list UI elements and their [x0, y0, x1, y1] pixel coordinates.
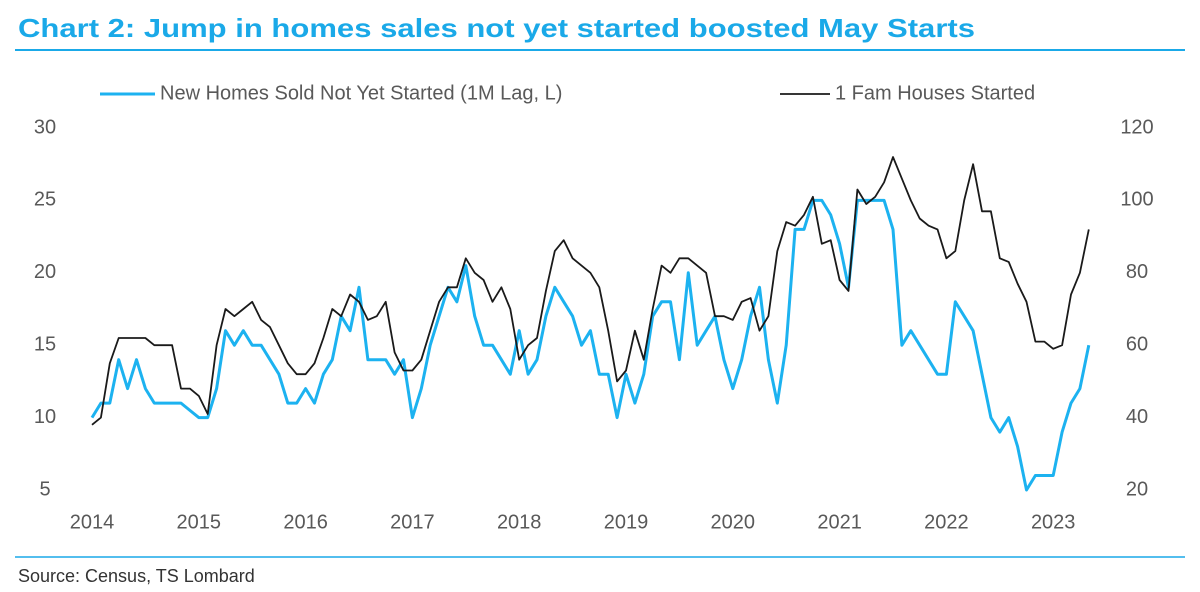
x-tick-label: 2020 [711, 511, 756, 533]
x-tick-label: 2014 [70, 511, 115, 533]
x-tick-label: 2018 [497, 511, 542, 533]
y-tick-label: 10 [34, 406, 56, 428]
y2-tick-label: 120 [1120, 116, 1153, 138]
x-tick-label: 2019 [604, 511, 649, 533]
y-tick-label: 5 [39, 478, 50, 500]
source: Source: Census, TS Lombard [18, 566, 255, 586]
x-tick-label: 2023 [1031, 511, 1076, 533]
x-tick-label: 2017 [390, 511, 435, 533]
x-tick-label: 2015 [177, 511, 222, 533]
y2-tick-label: 40 [1126, 406, 1148, 428]
y-tick-label: 15 [34, 333, 56, 355]
series-line [90, 198, 1091, 492]
y2-tick-label: 20 [1126, 478, 1148, 500]
y-tick-label: 25 [34, 189, 56, 211]
series-line [91, 156, 1090, 426]
y2-tick-label: 60 [1126, 333, 1148, 355]
chart-title: Chart 2: Jump in homes sales not yet sta… [18, 13, 975, 43]
x-tick-label: 2016 [283, 511, 328, 533]
y2-tick-label: 100 [1120, 189, 1153, 211]
y-tick-label: 30 [34, 116, 56, 138]
x-tick-label: 2021 [817, 511, 862, 533]
legend-label: New Homes Sold Not Yet Started (1M Lag, … [160, 82, 562, 104]
x-tick-label: 2022 [924, 511, 969, 533]
y-tick-label: 20 [34, 261, 56, 283]
legend-label: 1 Fam Houses Started [835, 82, 1035, 104]
y2-tick-label: 80 [1126, 261, 1148, 283]
